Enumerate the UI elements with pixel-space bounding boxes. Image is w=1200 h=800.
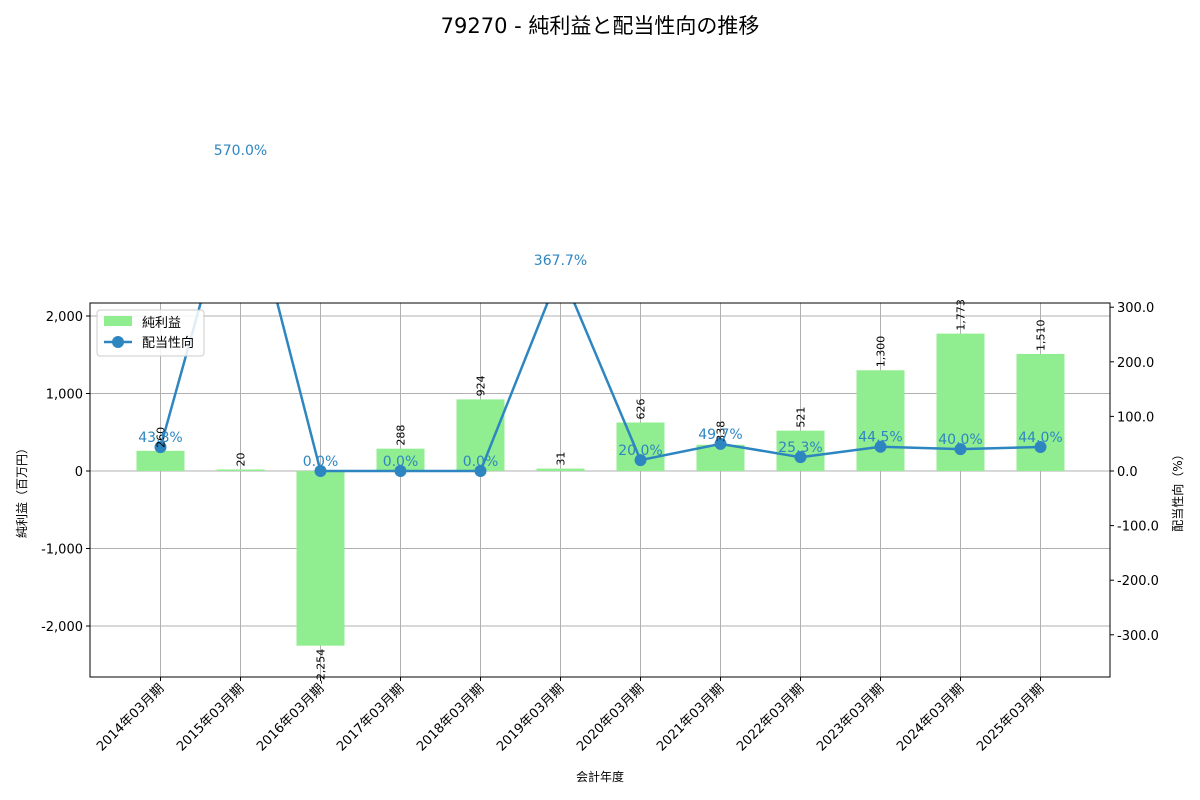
- bar: [376, 448, 425, 471]
- payout-point: [634, 454, 647, 467]
- bar-value-label: 1,773: [955, 299, 968, 331]
- payout-value-label: 0.0%: [383, 454, 419, 470]
- payout-point: [154, 441, 167, 454]
- payout-value-label: 367.7%: [534, 253, 587, 269]
- bar-value-label: 260: [155, 427, 168, 448]
- payout-point: [1034, 440, 1047, 453]
- y2-tick-label: 0.0: [1117, 465, 1138, 480]
- legend-bar-swatch: [104, 316, 132, 326]
- x-tick-label: 2024年03月期: [894, 681, 967, 754]
- y2-tick-label: 200.0: [1117, 356, 1154, 371]
- payout-ratio-line: [154, 303, 1047, 477]
- bar: [216, 469, 265, 471]
- bar-value-label: 521: [795, 407, 808, 428]
- bar: [856, 370, 905, 471]
- x-tick-label: 2018年03月期: [414, 681, 487, 754]
- x-tick-label: 2019年03月期: [494, 681, 567, 754]
- payout-point: [314, 465, 327, 477]
- bar-value-label: 288: [395, 425, 408, 446]
- payout-value-label: 0.0%: [463, 454, 499, 470]
- payout-line: [159, 303, 1041, 473]
- net-income-bars: [136, 333, 1065, 646]
- payout-point: [714, 437, 727, 450]
- legend-label-net-income: 純利益: [142, 316, 181, 331]
- payout-point: [794, 451, 807, 464]
- payout-value-label: 570.0%: [214, 143, 267, 159]
- y2-axis-label: 配当性向（%）: [1170, 448, 1185, 531]
- y2-tick-label: -100.0: [1117, 520, 1159, 535]
- x-tick-label: 2015年03月期: [174, 681, 247, 754]
- bar-value-label: 1,510: [1035, 319, 1048, 351]
- x-tick-label: 2025年03月期: [974, 681, 1047, 754]
- x-tick-label: 2017年03月期: [334, 681, 407, 754]
- legend-line-swatch: [112, 336, 124, 348]
- bar: [776, 430, 825, 471]
- payout-value-label: 40.0%: [938, 432, 982, 448]
- chart-title: 79270 - 純利益と配当性向の推移: [440, 14, 760, 38]
- bar-value-label: 924: [475, 375, 488, 396]
- bar: [456, 399, 505, 471]
- y-tick-label: -1,000: [41, 543, 83, 558]
- bar: [536, 468, 585, 471]
- y-axis-label: 純利益（百万円）: [15, 442, 29, 538]
- y2-tick-label: 300.0: [1117, 301, 1154, 316]
- payout-point: [394, 465, 407, 477]
- payout-value-label: 49.7%: [698, 427, 742, 443]
- plot-frame: [89, 302, 1111, 678]
- x-tick-label: 2022年03月期: [734, 681, 807, 754]
- x-tick-label: 2020年03月期: [574, 681, 647, 754]
- x-tick-label: 2021年03月期: [654, 681, 727, 754]
- payout-value-label: 0.0%: [303, 454, 339, 470]
- bar-value-label: 1,300: [875, 336, 888, 368]
- payout-value-label: 25.3%: [778, 440, 822, 456]
- legend-label-payout: 配当性向: [142, 335, 194, 351]
- y2-tick-label: 100.0: [1117, 410, 1154, 425]
- bar-value-label: 338: [715, 421, 728, 442]
- bar-value-label: -2,254: [315, 649, 328, 684]
- x-tick-label: 2016年03月期: [254, 681, 327, 754]
- y-tick-label: 0: [75, 465, 83, 480]
- payout-value-label: 20.0%: [618, 443, 662, 459]
- x-axis-label: 会計年度: [576, 769, 624, 784]
- bar: [296, 471, 345, 646]
- payout-point: [474, 465, 487, 477]
- bar: [136, 450, 185, 471]
- bar: [1016, 353, 1065, 471]
- bar-value-label: 20: [235, 452, 248, 466]
- payout-value-label: 44.5%: [858, 430, 902, 446]
- y-tick-label: 1,000: [46, 388, 83, 403]
- x-tick-label: 2023年03月期: [814, 681, 887, 754]
- y2-tick-label: -200.0: [1117, 574, 1159, 589]
- payout-value-label: 44.0%: [1018, 430, 1062, 446]
- grid-lines: [90, 303, 1110, 677]
- data-labels: 260 20 -2,254 288 924 31 626 338 521 1,300 1,773 1,…: [138, 143, 1062, 684]
- y-tick-label: -2,000: [41, 620, 83, 635]
- x-tick-label: 2014年03月期: [94, 681, 167, 754]
- y-tick-label: 2,000: [46, 310, 83, 325]
- bar-value-label: 626: [635, 398, 648, 419]
- payout-point: [874, 440, 887, 453]
- payout-value-label: 43.8%: [138, 430, 182, 446]
- payout-point: [954, 443, 967, 456]
- bar-value-label: 31: [555, 452, 568, 466]
- y2-tick-label: -300.0: [1117, 629, 1159, 644]
- axes: -2,000 -1,000 0 1,000 2,000 -300.0 -200.0 -100.…: [15, 301, 1185, 784]
